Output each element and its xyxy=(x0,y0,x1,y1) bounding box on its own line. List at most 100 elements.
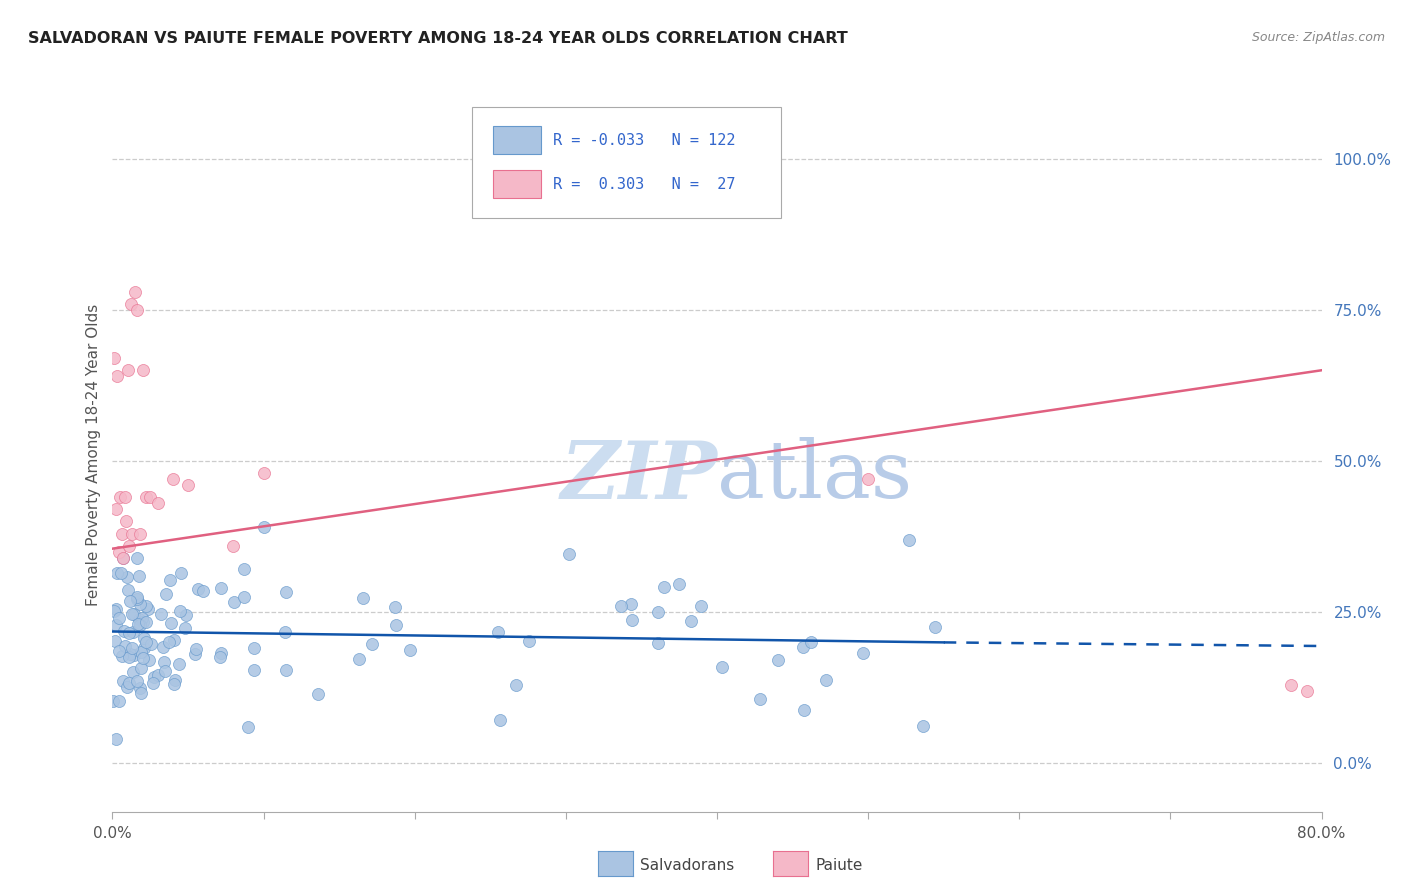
Point xyxy=(101,694,124,708)
Point xyxy=(689,599,711,614)
Point xyxy=(159,573,181,587)
Point xyxy=(110,566,132,580)
Point xyxy=(125,302,148,317)
FancyBboxPatch shape xyxy=(494,127,540,154)
Point xyxy=(222,539,245,553)
Point xyxy=(208,650,231,665)
Text: Salvadorans: Salvadorans xyxy=(640,858,734,872)
Point xyxy=(121,526,143,541)
Point xyxy=(131,661,153,675)
Point xyxy=(152,640,174,654)
Point xyxy=(129,686,152,700)
Point xyxy=(105,732,128,747)
Point xyxy=(167,657,190,671)
Point xyxy=(112,551,135,566)
Point xyxy=(127,616,149,631)
Point xyxy=(222,595,245,609)
Point xyxy=(924,620,946,634)
Point xyxy=(104,601,127,615)
Point xyxy=(146,496,169,510)
Point xyxy=(128,526,150,541)
Point xyxy=(609,599,631,614)
Point xyxy=(253,466,276,480)
Point xyxy=(912,719,935,733)
Point xyxy=(124,285,146,299)
Point xyxy=(111,674,134,689)
Point xyxy=(135,490,157,504)
Point xyxy=(108,490,131,504)
Point xyxy=(211,646,233,660)
Point xyxy=(165,673,187,687)
Point xyxy=(105,369,128,384)
Point xyxy=(163,677,186,691)
Point xyxy=(233,562,256,576)
Point xyxy=(792,640,814,654)
Point xyxy=(898,533,921,547)
Point xyxy=(187,582,209,596)
Point xyxy=(184,641,207,656)
Point xyxy=(242,663,264,677)
Point xyxy=(142,675,165,690)
Point xyxy=(115,515,138,529)
Point xyxy=(118,647,141,661)
Point xyxy=(103,604,125,618)
Point xyxy=(128,597,150,611)
Point xyxy=(274,585,297,599)
Point xyxy=(517,634,540,648)
Point xyxy=(361,637,384,651)
Point xyxy=(139,490,162,504)
Point xyxy=(209,581,232,595)
Point xyxy=(127,551,149,566)
Point xyxy=(307,687,329,701)
Point xyxy=(621,613,644,627)
Point xyxy=(184,647,207,661)
Point xyxy=(118,626,141,640)
Point xyxy=(619,598,641,612)
Point xyxy=(132,615,155,630)
Point xyxy=(131,611,153,625)
Point xyxy=(114,490,136,504)
Point xyxy=(129,644,152,658)
Point xyxy=(169,604,191,618)
Point xyxy=(768,653,790,667)
Point xyxy=(122,665,145,679)
Text: Source: ZipAtlas.com: Source: ZipAtlas.com xyxy=(1251,31,1385,45)
Point xyxy=(115,570,138,584)
Point xyxy=(117,582,139,597)
Point xyxy=(112,624,135,638)
Point xyxy=(146,668,169,682)
Point xyxy=(193,583,215,598)
Point xyxy=(121,607,143,622)
Text: R = -0.033   N = 122: R = -0.033 N = 122 xyxy=(553,133,735,148)
Point xyxy=(138,653,160,667)
Point xyxy=(143,670,166,684)
Point xyxy=(668,577,690,591)
Point xyxy=(505,678,527,692)
Point xyxy=(125,590,148,604)
Point xyxy=(105,566,128,581)
Point xyxy=(150,607,173,622)
Point xyxy=(162,472,184,486)
Point xyxy=(385,618,408,632)
Point xyxy=(139,637,162,651)
Point xyxy=(104,618,127,632)
Point xyxy=(118,539,141,553)
Point xyxy=(125,592,148,607)
Text: R =  0.303   N =  27: R = 0.303 N = 27 xyxy=(553,177,735,192)
Point xyxy=(710,660,733,674)
Text: atlas: atlas xyxy=(717,437,912,516)
Point xyxy=(110,648,132,663)
Point xyxy=(128,568,150,582)
Point xyxy=(176,608,198,623)
Point xyxy=(274,624,297,639)
Point xyxy=(120,594,142,608)
Y-axis label: Female Poverty Among 18-24 Year Olds: Female Poverty Among 18-24 Year Olds xyxy=(86,304,101,606)
FancyBboxPatch shape xyxy=(494,170,540,198)
Point xyxy=(110,526,132,541)
Point xyxy=(104,634,127,648)
Point xyxy=(112,550,135,565)
Point xyxy=(129,617,152,632)
Point xyxy=(103,351,125,366)
Point xyxy=(489,713,512,727)
Point xyxy=(118,650,141,665)
